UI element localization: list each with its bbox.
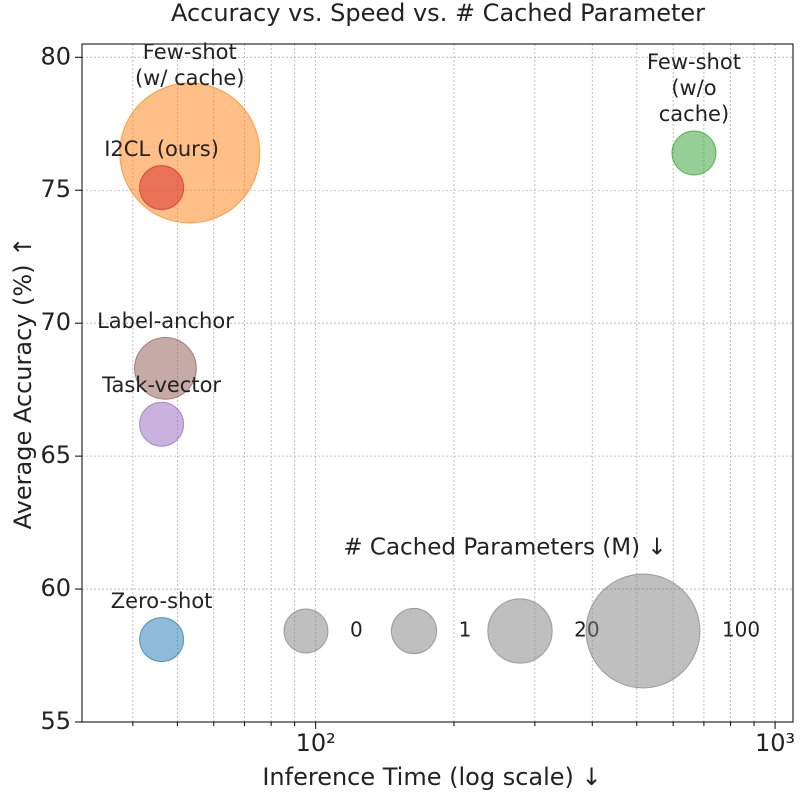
y-tick-label: 80 [40, 42, 71, 70]
legend-label: 100 [722, 618, 760, 642]
x-tick-label: 10³ [755, 729, 795, 757]
bubble-label: Task-vector [102, 373, 222, 398]
bubble-label: Few-shot (w/o cache) [647, 50, 741, 126]
bubble-label: Zero-shot [110, 588, 213, 613]
chart-title: Accuracy vs. Speed vs. # Cached Paramete… [171, 0, 705, 27]
bubble [139, 401, 185, 447]
bubble-label: I2CL (ours) [104, 136, 219, 161]
legend-bubble [390, 607, 438, 655]
bubble [671, 130, 717, 176]
legend-bubble [585, 573, 701, 689]
bubble-label: Label-anchor [97, 308, 234, 333]
y-tick-label: 55 [40, 707, 71, 735]
legend-bubble [283, 608, 329, 654]
x-axis-label: Inference Time (log scale) ↓ [262, 763, 601, 791]
legend-bubble [487, 598, 553, 664]
bubble [134, 337, 197, 400]
y-tick-label: 60 [40, 574, 71, 602]
bubble [139, 165, 185, 211]
bubble-label: Few-shot (w/ cache) [134, 40, 245, 90]
x-tick-label: 10² [296, 729, 336, 757]
y-tick-label: 75 [40, 175, 71, 203]
y-tick-label: 70 [40, 308, 71, 336]
y-tick-label: 65 [40, 441, 71, 469]
bubble [139, 617, 185, 663]
legend-title: # Cached Parameters (M) ↓ [343, 535, 666, 561]
legend-label: 1 [459, 618, 472, 642]
y-axis-label: Average Accuracy (%) ↑ [9, 237, 37, 530]
plot-frame [81, 43, 794, 723]
legend-label: 0 [350, 618, 363, 642]
